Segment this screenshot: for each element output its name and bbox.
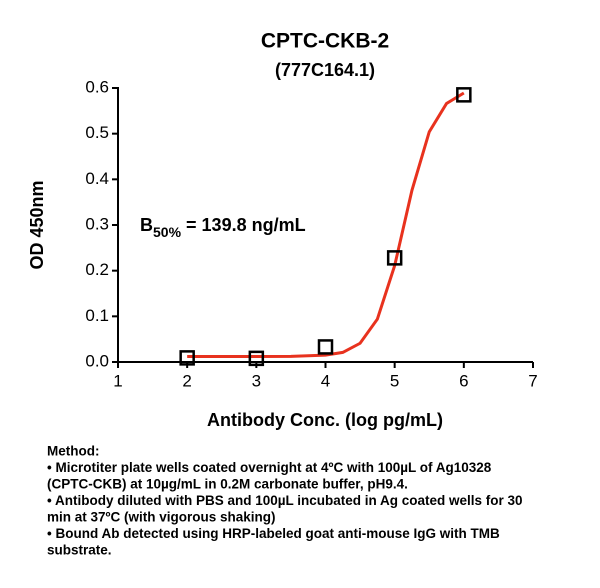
chart-title: CPTC-CKB-2 [261,30,389,53]
note-line: substrate. [47,543,112,558]
fit-curve [187,91,465,359]
data-point [317,339,334,355]
annotation: B50% = 139.8 ng/mL [140,215,306,240]
y-tick-label: 0.6 [85,77,109,96]
y-tick-label: 0.4 [85,169,109,188]
note-line: min at 37ºC (with vigorous shaking) [47,510,275,525]
data-point [456,87,472,103]
notes: Method:• Microtiter plate wells coated o… [47,444,523,558]
note-line: • Antibody diluted with PBS and 100µL in… [47,493,523,508]
data-point [179,350,195,366]
y-tick-label: 0.1 [85,306,109,325]
note-line: • Bound Ab detected using HRP-labeled go… [47,526,500,541]
chart-subtitle: (777C164.1) [275,60,375,80]
y-tick-label: 0.3 [85,214,109,233]
annotation-text: B [140,215,153,235]
note-line: (CPTC-CKB) at 10µg/mL in 0.2M carbonate … [47,477,408,492]
x-tick-label: 4 [321,371,330,390]
x-tick-label: 5 [390,371,399,390]
x-tick-label: 3 [252,371,261,390]
x-tick-label: 6 [459,371,468,390]
annotation-subscript: 50% [153,224,182,240]
x-axis-label: Antibody Conc. (log pg/mL) [207,410,443,430]
data-point [248,350,265,367]
x-tick-label: 2 [182,371,191,390]
y-axis-label: OD 450nm [27,180,47,269]
y-tick-label: 0.0 [85,351,109,370]
y-tick-label: 0.2 [85,260,109,279]
x-tick-label: 1 [113,371,122,390]
annotation-rest: = 139.8 ng/mL [186,215,306,235]
y-tick-label: 0.5 [85,123,109,142]
note-line: • Microtiter plate wells coated overnigh… [47,460,492,475]
note-line: Method: [47,444,99,459]
x-tick-label: 7 [528,371,537,390]
data-point [386,250,403,266]
